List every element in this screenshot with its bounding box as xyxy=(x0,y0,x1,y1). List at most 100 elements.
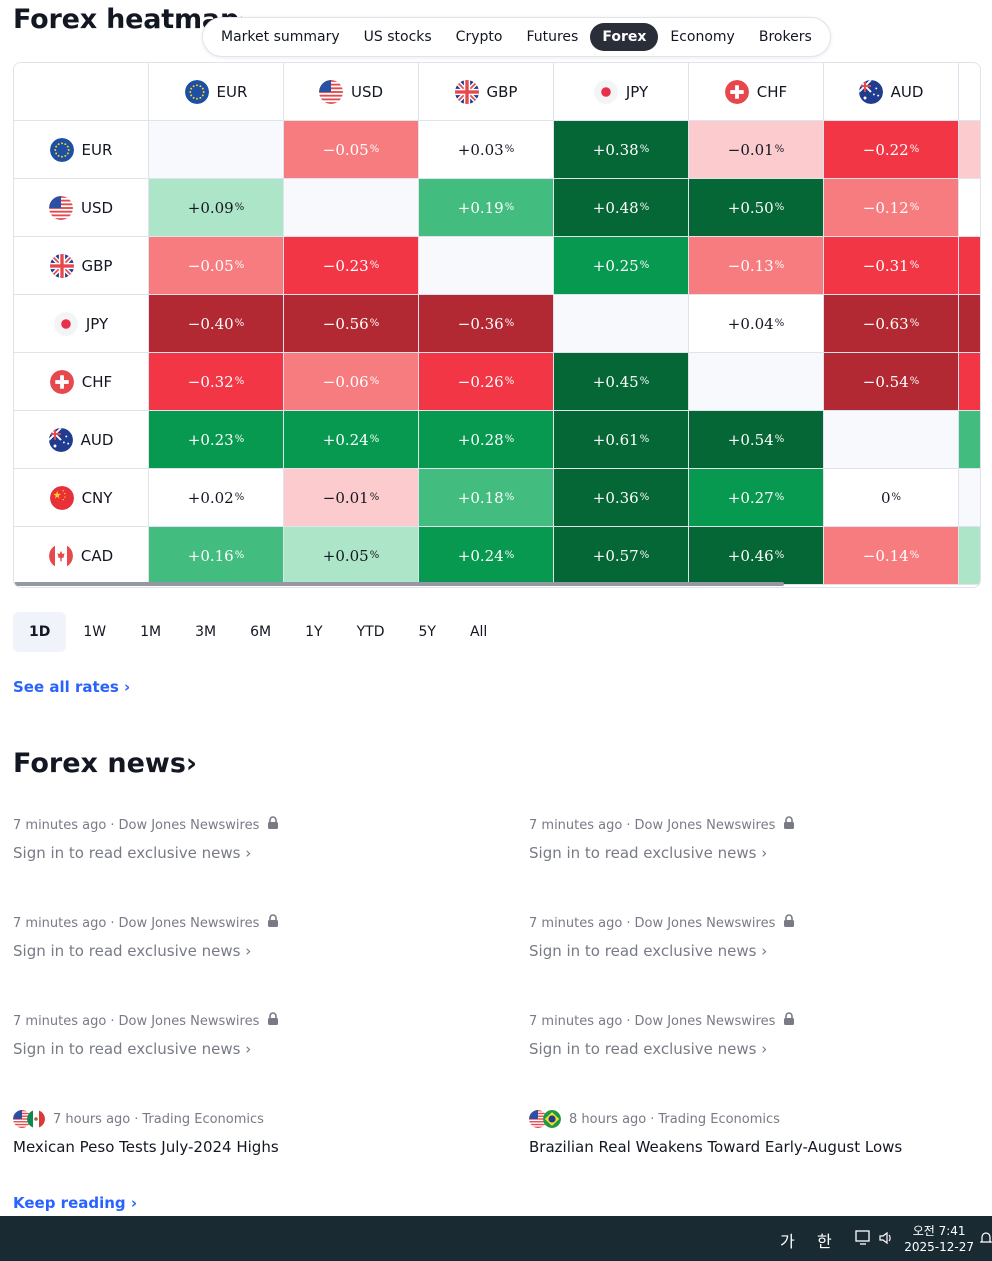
forex-news-title[interactable]: Forex news› xyxy=(13,748,198,779)
row-header-aud[interactable]: AUD xyxy=(14,411,149,469)
period-1y[interactable]: 1Y xyxy=(305,624,323,640)
heatmap-cell[interactable]: −0.32% xyxy=(149,353,284,411)
heatmap-cell[interactable]: +0.28% xyxy=(419,411,554,469)
period-1w[interactable]: 1W xyxy=(83,624,107,640)
heatmap-cell[interactable]: +0.46% xyxy=(689,527,824,585)
news-item[interactable]: 7 minutes ago · Dow Jones Newswires Sign i… xyxy=(529,816,989,862)
heatmap-cell[interactable]: +0.03% xyxy=(419,121,554,179)
news-headline[interactable]: Sign in to read exclusive news › xyxy=(529,844,768,862)
heatmap-cell[interactable]: +0.50% xyxy=(689,179,824,237)
news-item[interactable]: 7 minutes ago · Dow Jones Newswires Sign i… xyxy=(13,816,473,862)
heatmap-cell[interactable]: −0.31% xyxy=(824,237,959,295)
period-all[interactable]: All xyxy=(469,624,488,640)
heatmap-cell[interactable]: +0.05% xyxy=(284,527,419,585)
news-headline[interactable]: Sign in to read exclusive news › xyxy=(13,942,252,960)
heatmap-cell[interactable]: +0.45% xyxy=(554,353,689,411)
period-1m[interactable]: 1M xyxy=(140,624,162,640)
row-header-eur[interactable]: EUR xyxy=(14,121,149,179)
keep-reading-link[interactable]: Keep reading › xyxy=(13,1194,138,1212)
period-ytd[interactable]: YTD xyxy=(356,624,385,640)
system-clock[interactable]: 오전 7:41 2025-12-27 xyxy=(904,1224,974,1254)
row-header-usd[interactable]: USD xyxy=(14,179,149,237)
heatmap-cell[interactable]: −0.22% xyxy=(824,121,959,179)
heatmap-cell[interactable]: +0.36% xyxy=(554,469,689,527)
tab-us-stocks[interactable]: US stocks xyxy=(363,29,432,45)
column-header-aud[interactable]: AUD xyxy=(824,63,959,121)
tab-forex[interactable]: Forex xyxy=(590,23,659,51)
tab-futures[interactable]: Futures xyxy=(526,29,579,45)
tab-market-summary[interactable]: Market summary xyxy=(221,29,340,45)
heatmap-cell[interactable]: −0.05% xyxy=(284,121,419,179)
news-headline[interactable]: Sign in to read exclusive news › xyxy=(529,942,768,960)
heatmap-cell[interactable]: −0.54% xyxy=(824,353,959,411)
percent-sign: % xyxy=(369,144,380,155)
heatmap-cell[interactable]: +0.57% xyxy=(554,527,689,585)
tab-brokers[interactable]: Brokers xyxy=(758,29,812,45)
see-all-rates-link[interactable]: See all rates › xyxy=(13,678,131,696)
news-item[interactable]: 7 minutes ago · Dow Jones Newswires Sign i… xyxy=(529,1012,989,1058)
heatmap-cell[interactable]: +0.18% xyxy=(419,469,554,527)
row-header-gbp[interactable]: GBP xyxy=(14,237,149,295)
row-header-chf[interactable]: CHF xyxy=(14,353,149,411)
period-3m[interactable]: 3M xyxy=(195,624,217,640)
heatmap-cell[interactable]: +0.02% xyxy=(149,469,284,527)
news-headline[interactable]: Sign in to read exclusive news › xyxy=(13,844,252,862)
column-header-gbp[interactable]: GBP xyxy=(419,63,554,121)
news-headline[interactable]: Brazilian Real Weakens Toward Early-Augu… xyxy=(529,1138,903,1156)
heatmap-cell[interactable]: −0.12% xyxy=(824,179,959,237)
heatmap-cell[interactable]: +0.19% xyxy=(419,179,554,237)
heatmap-cell[interactable]: −0.26% xyxy=(419,353,554,411)
news-item[interactable]: 8 hours ago · Trading Economics Brazilian … xyxy=(529,1110,989,1156)
heatmap-cell[interactable]: −0.40% xyxy=(149,295,284,353)
period-1d[interactable]: 1D xyxy=(13,612,67,652)
heatmap-cell[interactable]: −0.01% xyxy=(284,469,419,527)
heatmap-cell[interactable]: +0.48% xyxy=(554,179,689,237)
heatmap-cell[interactable]: −0.56% xyxy=(284,295,419,353)
heatmap-cell[interactable]: +0.27% xyxy=(689,469,824,527)
news-item[interactable]: 7 minutes ago · Dow Jones Newswires Sign i… xyxy=(13,914,473,960)
heatmap-cell[interactable]: +0.24% xyxy=(284,411,419,469)
news-headline[interactable]: Sign in to read exclusive news › xyxy=(529,1040,768,1058)
heatmap-cell[interactable]: −0.14% xyxy=(824,527,959,585)
news-item[interactable]: 7 minutes ago · Dow Jones Newswires Sign i… xyxy=(529,914,989,960)
heatmap-cell[interactable]: 0% xyxy=(824,469,959,527)
notification-icon[interactable] xyxy=(979,1230,992,1250)
volume-icon[interactable] xyxy=(878,1230,894,1250)
heatmap-cell[interactable]: +0.54% xyxy=(689,411,824,469)
column-header-eur[interactable]: EUR xyxy=(149,63,284,121)
period-5y[interactable]: 5Y xyxy=(418,624,436,640)
column-header-usd[interactable]: USD xyxy=(284,63,419,121)
heatmap-cell[interactable]: −0.06% xyxy=(284,353,419,411)
news-headline[interactable]: Mexican Peso Tests July-2024 Highs xyxy=(13,1138,279,1156)
ime-korean-indicator[interactable]: 가 xyxy=(780,1232,795,1251)
news-headline[interactable]: Sign in to read exclusive news › xyxy=(13,1040,252,1058)
heatmap-cell[interactable]: −0.05% xyxy=(149,237,284,295)
row-header-cad[interactable]: CAD xyxy=(14,527,149,585)
ime-hangul-toggle[interactable]: 한 xyxy=(817,1232,832,1251)
heatmap-cell[interactable]: −0.01% xyxy=(689,121,824,179)
heatmap-cell[interactable]: +0.24% xyxy=(419,527,554,585)
column-header-jpy[interactable]: JPY xyxy=(554,63,689,121)
column-header-chf[interactable]: CHF xyxy=(689,63,824,121)
news-item[interactable]: 7 hours ago · Trading Economics Mexican Pe… xyxy=(13,1110,473,1156)
horizontal-scrollbar[interactable] xyxy=(14,582,784,586)
heatmap-cell[interactable]: +0.16% xyxy=(149,527,284,585)
tab-economy[interactable]: Economy xyxy=(670,29,735,45)
row-header-cny[interactable]: CNY xyxy=(14,469,149,527)
heatmap-cell[interactable]: +0.23% xyxy=(149,411,284,469)
heatmap-cell[interactable]: +0.38% xyxy=(554,121,689,179)
heatmap-cell[interactable]: −0.13% xyxy=(689,237,824,295)
row-header-jpy[interactable]: JPY xyxy=(14,295,149,353)
heatmap-cell[interactable]: +0.25% xyxy=(554,237,689,295)
heatmap-cell[interactable]: −0.36% xyxy=(419,295,554,353)
tab-crypto[interactable]: Crypto xyxy=(455,29,503,45)
heatmap-cell[interactable]: +0.04% xyxy=(689,295,824,353)
heatmap-cell[interactable]: +0.61% xyxy=(554,411,689,469)
heatmap-cell[interactable]: −0.63% xyxy=(824,295,959,353)
news-item[interactable]: 7 minutes ago · Dow Jones Newswires Sign i… xyxy=(13,1012,473,1058)
heatmap-cell[interactable]: −0.23% xyxy=(284,237,419,295)
period-6m[interactable]: 6M xyxy=(250,624,272,640)
network-icon[interactable] xyxy=(855,1230,873,1250)
row-header-label: USD xyxy=(80,198,114,217)
heatmap-cell[interactable]: +0.09% xyxy=(149,179,284,237)
